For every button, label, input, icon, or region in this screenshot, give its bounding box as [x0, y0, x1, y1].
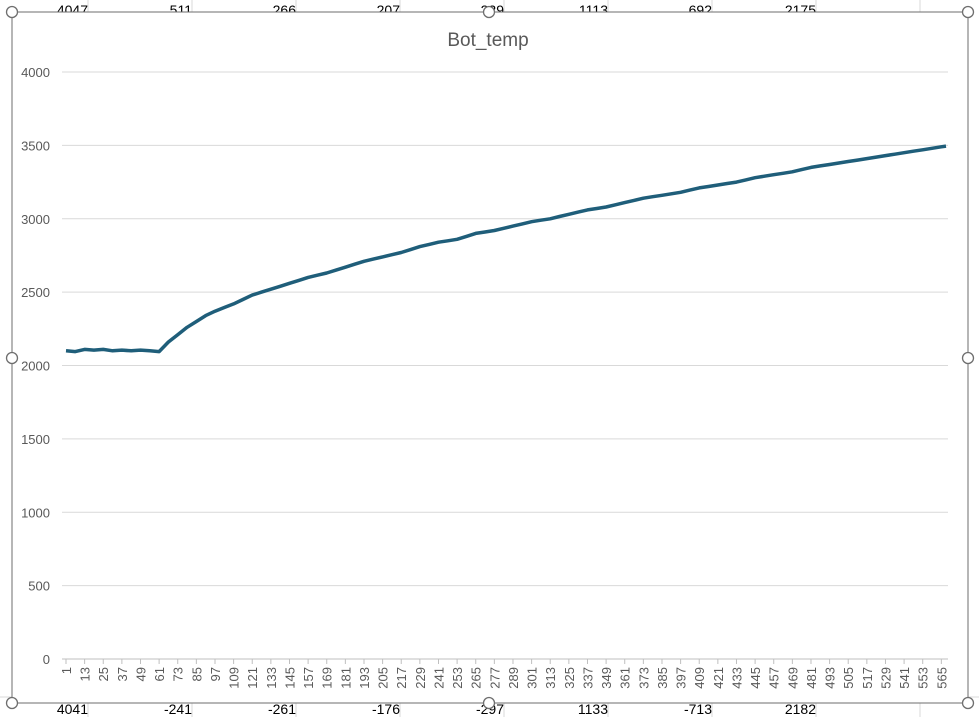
- x-tick-label: 337: [580, 667, 595, 689]
- cell-value: 4041: [57, 701, 88, 717]
- x-tick-label: 361: [618, 667, 633, 689]
- chart-frame[interactable]: [11, 11, 969, 704]
- x-tick-label: 49: [133, 667, 148, 681]
- x-tick-label: 61: [152, 667, 167, 681]
- x-tick-label: 265: [469, 667, 484, 689]
- x-tick-label: 505: [841, 667, 856, 689]
- chart-title: Bot_temp: [447, 30, 528, 51]
- x-tick-label: 433: [729, 667, 744, 689]
- x-tick-label: 373: [636, 667, 651, 689]
- x-tick-label: 229: [413, 667, 428, 689]
- x-tick-label: 193: [357, 667, 372, 689]
- x-tick-label: 277: [487, 667, 502, 689]
- x-tick-label: 121: [245, 667, 260, 689]
- x-tick-label: 409: [692, 667, 707, 689]
- x-tick-label: 553: [916, 667, 931, 689]
- cell-value: -261: [268, 701, 296, 717]
- x-tick-label: 109: [227, 667, 242, 689]
- x-tick-label: 301: [525, 667, 540, 689]
- x-tick-label: 541: [897, 667, 912, 689]
- y-tick-label: 2500: [21, 285, 50, 300]
- x-tick-label: 133: [264, 667, 279, 689]
- resize-handle[interactable]: [961, 5, 975, 19]
- x-tick-label: 469: [785, 667, 800, 689]
- cell-value: 1133: [578, 701, 608, 717]
- resize-handle[interactable]: [5, 5, 19, 19]
- x-tick-label: 169: [320, 667, 335, 689]
- resize-handle[interactable]: [961, 696, 975, 710]
- resize-handle[interactable]: [482, 5, 496, 19]
- x-tick-label: 289: [506, 667, 521, 689]
- x-tick-label: 37: [115, 667, 130, 681]
- resize-handle[interactable]: [5, 351, 19, 365]
- x-tick-label: 241: [431, 667, 446, 689]
- x-tick-label: 565: [934, 667, 949, 689]
- y-tick-label: 3500: [21, 138, 50, 153]
- x-tick-label: 529: [878, 667, 893, 689]
- x-tick-label: 205: [376, 667, 391, 689]
- x-tick-label: 253: [450, 667, 465, 689]
- x-tick-label: 493: [823, 667, 838, 689]
- x-tick-label: 445: [748, 667, 763, 689]
- resize-handle[interactable]: [961, 351, 975, 365]
- x-tick-label: 157: [301, 667, 316, 689]
- cell-value: 2182: [785, 701, 816, 717]
- x-tick-label: 97: [208, 667, 223, 681]
- y-tick-label: 3000: [21, 212, 50, 227]
- x-tick-label: 73: [171, 667, 186, 681]
- resize-handle[interactable]: [482, 696, 496, 710]
- y-tick-label: 0: [43, 652, 50, 667]
- y-tick-label: 1000: [21, 505, 50, 520]
- resize-handles[interactable]: [5, 5, 975, 710]
- x-tick-label: 217: [394, 667, 409, 689]
- x-tick-label: 313: [543, 667, 558, 689]
- y-tick-label: 1500: [21, 432, 50, 447]
- x-tick-label: 13: [78, 667, 93, 681]
- x-tick-label: 145: [282, 667, 297, 689]
- y-tick-label: 2000: [21, 359, 50, 374]
- x-tick-label: 397: [674, 667, 689, 689]
- data-line: [65, 144, 947, 354]
- x-tick-label: 349: [599, 667, 614, 689]
- x-tick-label: 457: [767, 667, 782, 689]
- x-tick-label: 325: [562, 667, 577, 689]
- cell-value: -241: [164, 701, 192, 717]
- x-tick-label: 85: [189, 667, 204, 681]
- x-tick-label: 385: [655, 667, 670, 689]
- x-tick-label: 517: [860, 667, 875, 689]
- cell-value: -713: [684, 701, 712, 717]
- x-tick-label: 1: [59, 667, 74, 674]
- x-tick-label: 481: [804, 667, 819, 689]
- x-tick-label: 181: [338, 667, 353, 689]
- y-tick-label: 500: [28, 579, 50, 594]
- x-tick-label: 421: [711, 667, 726, 689]
- x-tick-label: 25: [96, 667, 111, 681]
- resize-handle[interactable]: [5, 696, 19, 710]
- cell-value: -176: [372, 701, 400, 717]
- y-tick-label: 4000: [21, 65, 50, 80]
